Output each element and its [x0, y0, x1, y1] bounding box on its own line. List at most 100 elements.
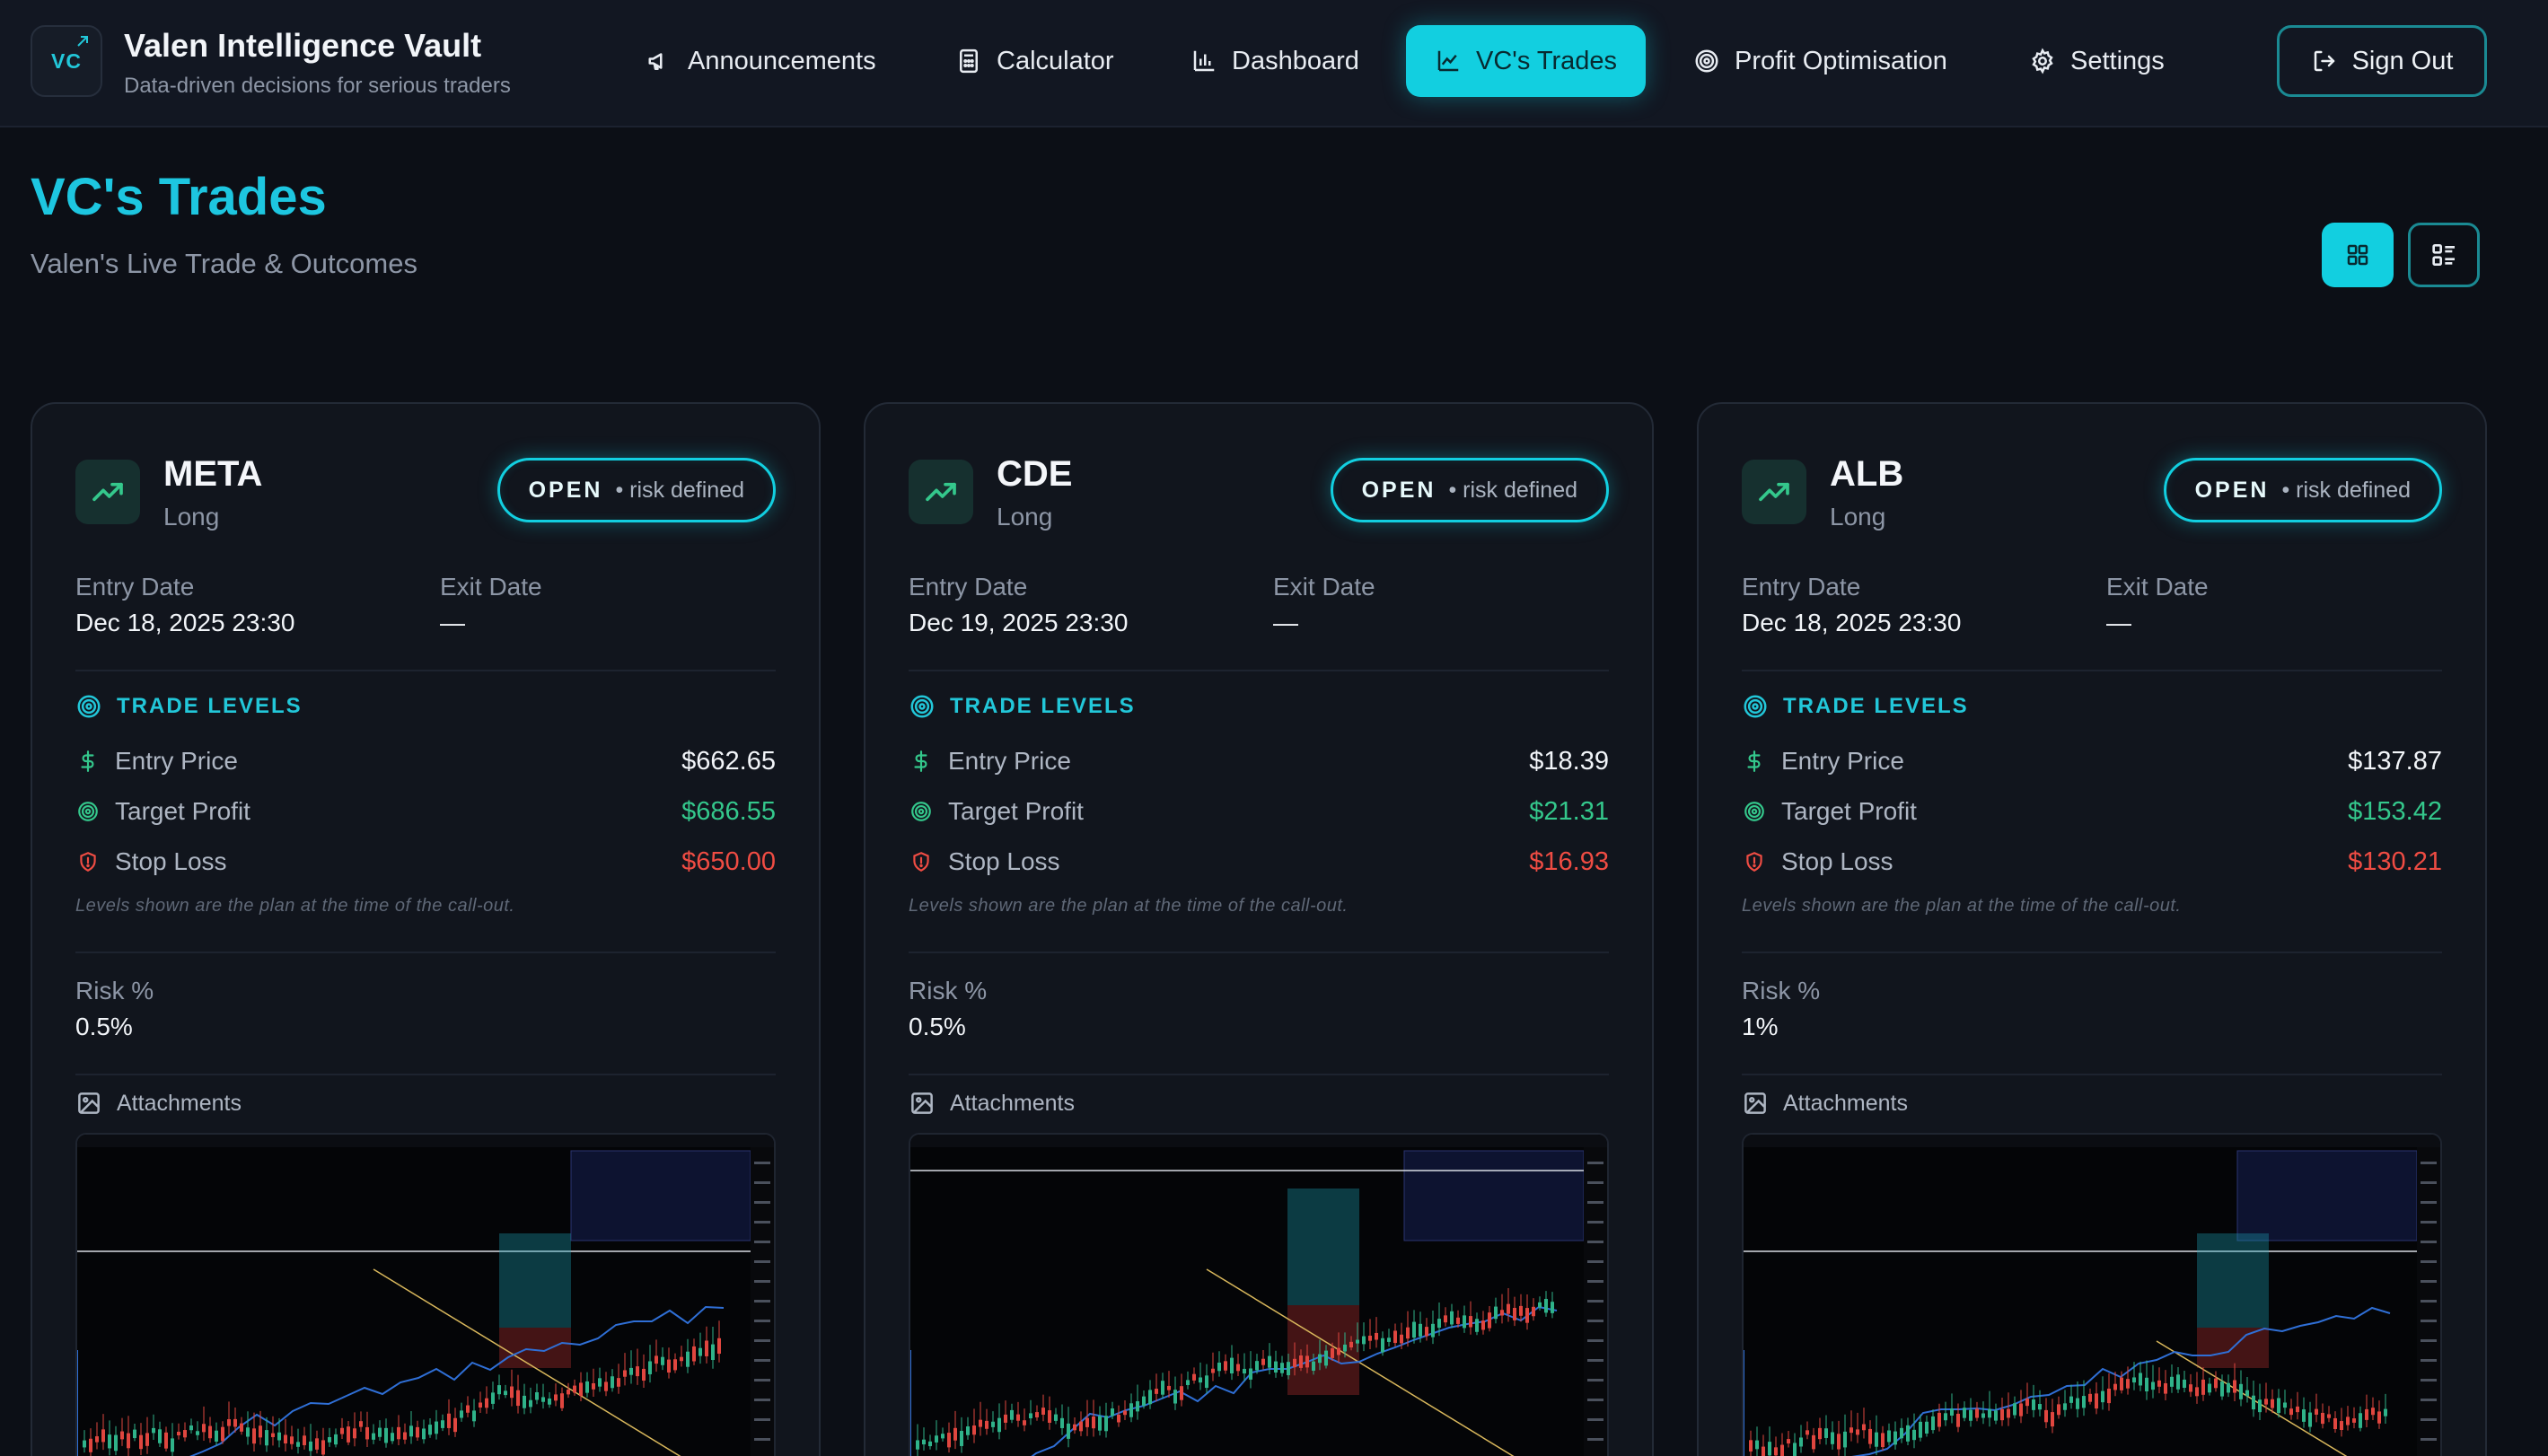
- sign-out-label: Sign Out: [2351, 46, 2454, 75]
- attachments-heading: Attachments: [909, 1090, 1075, 1117]
- stop-loss-row: Stop Loss $130.21: [1742, 844, 2442, 880]
- exit-date-value: —: [2106, 609, 2131, 636]
- target-profit-value: $153.42: [2348, 796, 2442, 826]
- risk-value: 0.5%: [75, 1013, 133, 1040]
- candlestick-chart-image: [910, 1135, 1607, 1456]
- entry-date-value: Dec 19, 2025 23:30: [909, 609, 1129, 636]
- dollar-icon: [909, 750, 934, 773]
- calculator-icon: [960, 48, 978, 74]
- target-profit-value: $21.31: [1529, 796, 1609, 826]
- target-profit-row: Target Profit $153.42: [1742, 794, 2442, 829]
- brand-title: Valen Intelligence Vault: [124, 27, 482, 64]
- risk-label: Risk %: [75, 977, 154, 1004]
- entry-date-value: Dec 18, 2025 23:30: [75, 609, 295, 636]
- dollar-icon: [1742, 750, 1767, 773]
- logo[interactable]: VC: [31, 25, 102, 97]
- stop-loss-value: $650.00: [681, 846, 776, 876]
- bar-chart-icon: [1193, 50, 1215, 72]
- stop-loss-value: $130.21: [2348, 846, 2442, 876]
- target-profit-row: Target Profit $21.31: [909, 794, 1609, 829]
- status-label: OPEN: [1361, 477, 1437, 503]
- target-icon: [910, 695, 934, 718]
- arrow-up-right-icon: [77, 36, 88, 47]
- status-badge: OPEN • risk defined: [2163, 458, 2442, 522]
- divider: [1742, 670, 2442, 671]
- divider: [75, 952, 776, 953]
- entry-price-row: Entry Price $662.65: [75, 743, 776, 779]
- nav-vcs-trades[interactable]: VC's Trades: [1406, 25, 1647, 97]
- trade-levels-heading: TRADE LEVELS: [909, 693, 1136, 720]
- trending-up-icon: [1742, 460, 1806, 524]
- image-icon: [1744, 1092, 1766, 1114]
- stop-loss-row: Stop Loss $650.00: [75, 844, 776, 880]
- grid-view-button[interactable]: [2322, 223, 2394, 287]
- trade-card-alb[interactable]: ALB Long OPEN • risk defined Entry Date …: [1697, 402, 2487, 1456]
- line-chart-icon: [1437, 50, 1459, 72]
- stop-loss-label: Stop Loss: [115, 847, 227, 875]
- attachments-label: Attachments: [1783, 1090, 1908, 1116]
- levels-note: Levels shown are the plan at the time of…: [909, 896, 1349, 916]
- chart-screenshot-thumbnail[interactable]: [75, 1133, 776, 1456]
- nav-settings-label: Settings: [2070, 46, 2165, 75]
- list-view-button[interactable]: [2408, 223, 2480, 287]
- trending-up-icon: [909, 460, 973, 524]
- levels-note: Levels shown are the plan at the time of…: [1742, 896, 2182, 916]
- stop-loss-value: $16.93: [1529, 846, 1609, 876]
- brand-subtitle: Data-driven decisions for serious trader…: [124, 74, 511, 98]
- risk-value: 1%: [1742, 1013, 1779, 1040]
- levels-note: Levels shown are the plan at the time of…: [75, 896, 515, 916]
- shield-alert-icon: [909, 850, 934, 873]
- page-subtitle: Valen's Live Trade & Outcomes: [31, 248, 417, 279]
- trade-ticker: META: [163, 454, 263, 494]
- exit-date-value: —: [440, 609, 465, 636]
- candlestick-chart-image: [77, 1135, 774, 1456]
- nav-settings[interactable]: Settings: [2000, 25, 2193, 97]
- risk-label: Risk %: [909, 977, 988, 1004]
- image-icon: [911, 1092, 933, 1114]
- sign-out-button[interactable]: Sign Out: [2277, 25, 2487, 97]
- trade-direction: Long: [1830, 503, 1886, 531]
- entry-price-row: Entry Price $137.87: [1742, 743, 2442, 779]
- trade-card-meta[interactable]: META Long OPEN • risk defined Entry Date…: [31, 402, 821, 1456]
- risk-label: Risk %: [1742, 977, 1821, 1004]
- trade-card-cde[interactable]: CDE Long OPEN • risk defined Entry Date …: [864, 402, 1654, 1456]
- target-profit-value: $686.55: [681, 796, 776, 826]
- entry-date-label: Entry Date: [909, 573, 1028, 601]
- nav-announcements-label: Announcements: [688, 46, 876, 75]
- exit-date-label: Exit Date: [440, 573, 542, 601]
- nav-dashboard[interactable]: Dashboard: [1162, 25, 1388, 97]
- chart-screenshot-thumbnail[interactable]: [909, 1133, 1609, 1456]
- attachments-label: Attachments: [950, 1090, 1075, 1116]
- target-profit-label: Target Profit: [1781, 797, 1917, 825]
- entry-date-label: Entry Date: [1742, 573, 1861, 601]
- exit-date-label: Exit Date: [1273, 573, 1375, 601]
- stop-loss-row: Stop Loss $16.93: [909, 844, 1609, 880]
- shield-alert-icon: [75, 850, 101, 873]
- nav-vcs-trades-label: VC's Trades: [1476, 46, 1618, 75]
- megaphone-icon: [648, 53, 663, 70]
- nav-calculator-label: Calculator: [997, 46, 1114, 75]
- trade-ticker: CDE: [997, 454, 1073, 494]
- status-note: • risk defined: [615, 477, 744, 503]
- divider: [1742, 952, 2442, 953]
- trade-levels-heading: TRADE LEVELS: [1742, 693, 1969, 720]
- status-badge: OPEN • risk defined: [496, 458, 776, 522]
- trade-levels-heading: TRADE LEVELS: [75, 693, 303, 720]
- stop-loss-label: Stop Loss: [948, 847, 1060, 875]
- trade-ticker: ALB: [1830, 454, 1904, 494]
- attachments-heading: Attachments: [75, 1090, 242, 1117]
- status-note: • risk defined: [2281, 477, 2411, 503]
- nav-profit-optimisation[interactable]: Profit Optimisation: [1665, 25, 1976, 97]
- entry-price-label: Entry Price: [115, 747, 238, 775]
- image-icon: [78, 1092, 100, 1114]
- sign-out-icon: [2314, 50, 2334, 72]
- divider: [909, 670, 1609, 671]
- attachments-heading: Attachments: [1742, 1090, 1908, 1117]
- nav-calculator[interactable]: Calculator: [927, 25, 1143, 97]
- chart-screenshot-thumbnail[interactable]: [1742, 1133, 2442, 1456]
- entry-price-label: Entry Price: [948, 747, 1071, 775]
- nav-announcements[interactable]: Announcements: [618, 25, 905, 97]
- target-profit-label: Target Profit: [948, 797, 1084, 825]
- target-icon: [77, 695, 101, 718]
- divider: [909, 1074, 1609, 1075]
